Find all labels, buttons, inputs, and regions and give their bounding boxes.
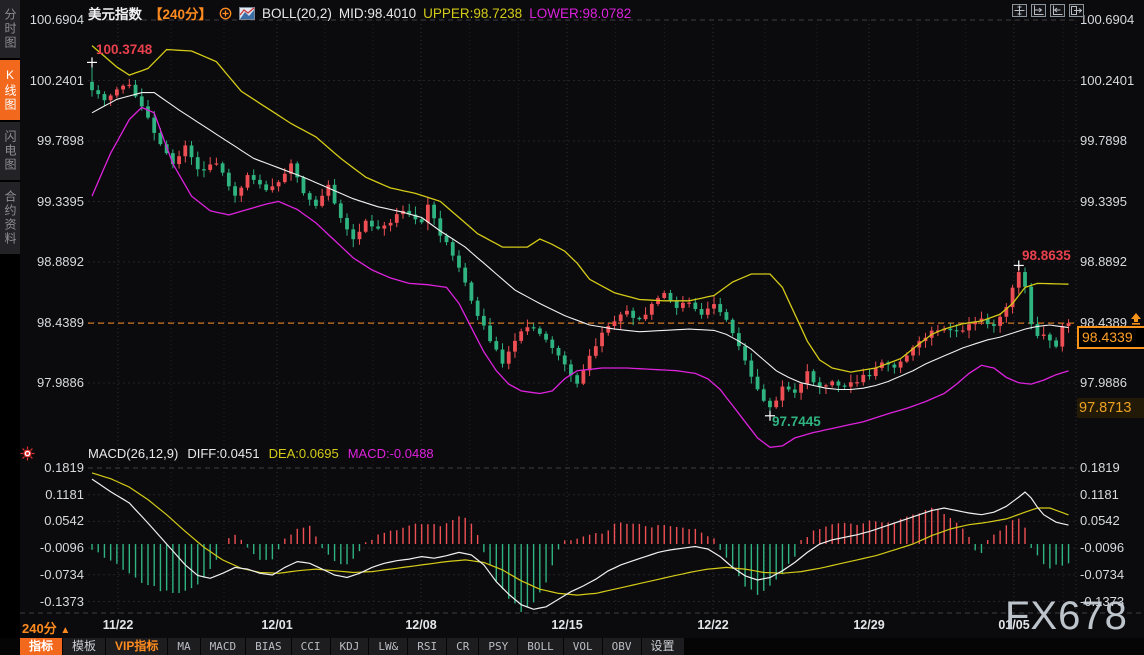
boll-legend-label: BOLL(20,2)	[262, 5, 332, 21]
macd-tick-right-4: -0.0734	[1080, 566, 1125, 582]
toolbar-item-5[interactable]: BIAS	[246, 638, 291, 655]
price-tick-right-2: 99.7898	[1080, 133, 1127, 148]
macd-tick-left-5: -0.1373	[39, 593, 84, 609]
macd-tick-left-4: -0.0734	[39, 566, 84, 582]
macd-legend: MACD(26,12,9) DIFF:0.0451 DEA:0.0695 MAC…	[88, 446, 434, 461]
boll-upper-value: UPPER:98.7238	[423, 5, 523, 21]
price-tick-right-1: 100.2401	[1080, 72, 1135, 88]
toolbar-item-1[interactable]: 模板	[63, 638, 106, 655]
add-indicator-icon[interactable]	[219, 7, 232, 20]
macd-diff-value: DIFF:0.0451	[187, 446, 260, 461]
annotation-swing-high: 98.8635	[1022, 248, 1071, 263]
last-price-box[interactable]: 98.4339	[1077, 326, 1144, 349]
price-tick-left-5: 98.4389	[37, 314, 84, 330]
date-tick-5: 12/29	[853, 618, 885, 632]
boll-mid-value: MID:98.4010	[338, 5, 417, 21]
price-up-arrow-icon	[1129, 312, 1143, 331]
macd-tick-left-2: 0.0542	[44, 513, 84, 529]
price-tick-right-5: 98.4389	[1080, 314, 1127, 330]
macd-tick-left-1: 0.1181	[45, 486, 84, 502]
price-tick-left-6: 97.9886	[37, 375, 84, 390]
macd-tick-right-1: 0.1181	[1080, 486, 1119, 502]
indicator-toolbar: 指标 模板 VIP指标 MA MACD BIAS CCI KDJ LW& RSI CR PSY BOLL…	[20, 638, 685, 655]
toolbar-item-2[interactable]: VIP指标	[106, 638, 168, 655]
macd-tick-left-3: -0.0096	[39, 540, 84, 556]
price-tick-right-6: 97.9886	[1080, 375, 1127, 390]
date-tick-3: 12/15	[551, 618, 583, 632]
toolbar-item-14[interactable]: OBV	[602, 638, 641, 655]
axis-zoom-in-icon[interactable]	[1031, 4, 1046, 17]
toolbar-item-7[interactable]: KDJ	[330, 638, 369, 655]
price-tick-left-4: 98.8892	[37, 254, 84, 269]
macd-title: MACD(26,12,9)	[88, 446, 179, 461]
macd-macd-value: MACD:-0.0488	[347, 446, 434, 461]
price-tick-right-0: 100.6904	[1080, 12, 1135, 27]
price-tick-left-1: 100.2401	[29, 72, 84, 88]
secondary-price-box: 97.8713	[1077, 398, 1144, 418]
price-tick-right-4: 98.8892	[1080, 254, 1127, 269]
toolbar-item-13[interactable]: VOL	[563, 638, 602, 655]
time-axis: 240分 ▲ 11/22 12/01 12/08 12/15 12/22 12/29 01/…	[0, 617, 1144, 637]
date-tick-1: 12/01	[261, 618, 293, 632]
period-badge[interactable]: 【240分】	[149, 7, 213, 22]
sidebar-tab-2[interactable]: 闪电图	[0, 122, 20, 180]
macd-dea-value: DEA:0.0695	[268, 446, 339, 461]
sidebar: 分时图 K线图 闪电图 合约资料	[0, 0, 20, 655]
period-selector[interactable]: 240分 ▲	[22, 621, 71, 636]
toolbar-item-0[interactable]: 指标	[20, 638, 63, 655]
toolbar-item-12[interactable]: BOLL	[518, 638, 563, 655]
indicator-alert-icon[interactable]	[20, 446, 35, 466]
toolbar-item-3[interactable]: MA	[168, 638, 200, 655]
date-tick-4: 12/22	[697, 618, 729, 632]
date-tick-6: 01/05	[998, 618, 1030, 632]
sidebar-tab-3[interactable]: 合约资料	[0, 182, 20, 254]
pan-right-icon[interactable]	[1069, 4, 1084, 17]
boll-lower-value: LOWER:98.0782	[529, 5, 632, 21]
macd-tick-right-0: 0.1819	[1080, 460, 1120, 475]
toolbar-item-9[interactable]: RSI	[408, 638, 447, 655]
date-tick-2: 12/08	[405, 618, 437, 632]
macd-tick-right-5: -0.1373	[1080, 593, 1125, 609]
macd-tick-right-3: -0.0096	[1080, 540, 1125, 556]
price-tick-left-0: 100.6904	[29, 12, 84, 27]
bottom-toolbar-row: 指标 模板 VIP指标 MA MACD BIAS CCI KDJ LW& RSI CR PSY BOLL…	[0, 638, 1144, 655]
price-tick-left-2: 99.7898	[37, 133, 84, 148]
price-tick-left-3: 99.3395	[37, 193, 84, 209]
toolbar-item-10[interactable]: CR	[447, 638, 479, 655]
chart-header: 美元指数 【240分】 BOLL(20,2) MID:98.4010 UPPER…	[88, 4, 632, 23]
toolbar-item-4[interactable]: MACD	[200, 638, 246, 655]
crosshair-tool-icon[interactable]	[1012, 4, 1027, 17]
annotation-swing-low: 97.7445	[772, 414, 821, 429]
period-dropdown-arrow-icon: ▲	[60, 625, 71, 636]
window-controls	[1012, 4, 1084, 17]
macd-tick-right-2: 0.0542	[1080, 513, 1120, 529]
annotation-first-high: 100.3748	[96, 42, 153, 57]
macd-tick-left-0: 0.1819	[44, 460, 84, 475]
sidebar-tab-0[interactable]: 分时图	[0, 0, 20, 58]
price-tick-right-3: 99.3395	[1080, 193, 1127, 209]
axis-zoom-out-icon[interactable]	[1050, 4, 1065, 17]
toolbar-item-11[interactable]: PSY	[479, 638, 518, 655]
date-tick-0: 11/22	[102, 618, 134, 632]
toolbar-item-6[interactable]: CCI	[291, 638, 330, 655]
chart-type-icon[interactable]	[239, 6, 256, 20]
symbol-name: 美元指数	[88, 7, 142, 22]
sidebar-tab-1[interactable]: K线图	[0, 60, 20, 120]
toolbar-item-15[interactable]: 设置	[641, 638, 684, 655]
toolbar-item-8[interactable]: LW&	[369, 638, 408, 655]
